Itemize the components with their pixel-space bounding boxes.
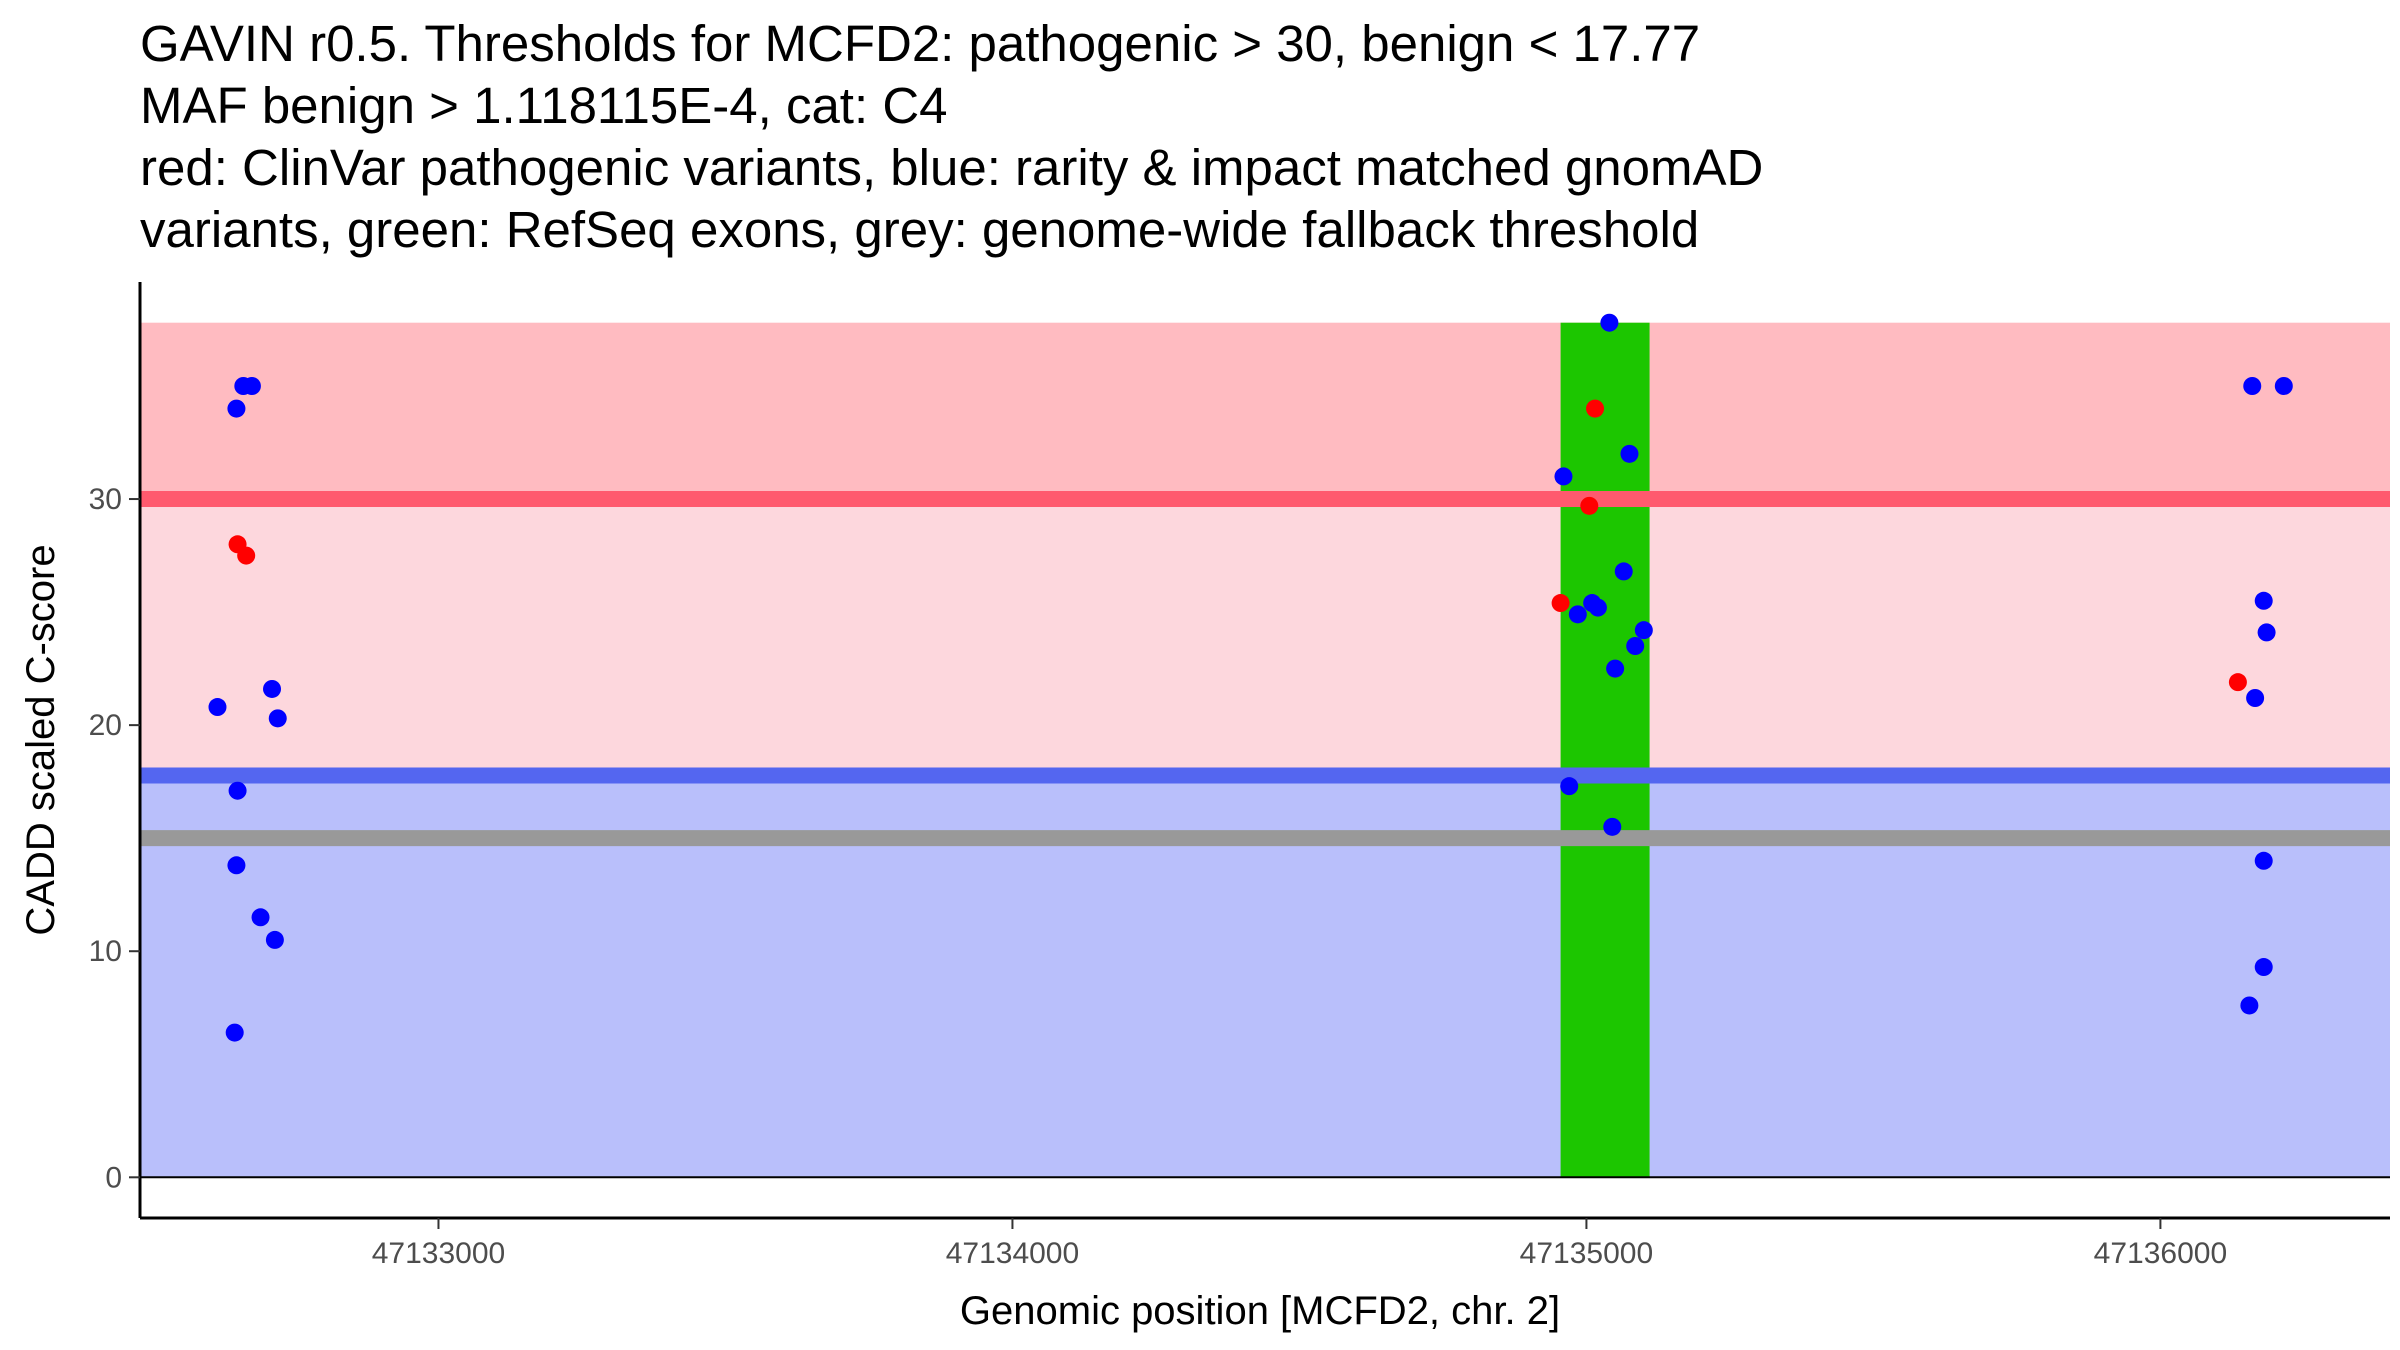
threshold-zones: [141, 322, 2390, 1178]
chart-title-line-3: red: ClinVar pathogenic variants, blue: …: [140, 139, 1764, 196]
axes: 0 10 20 30 47133000 47134000 47135000 47136000: [89, 282, 2390, 1270]
pathogenic-point: [1551, 594, 1570, 613]
gnomad-point: [1568, 605, 1587, 624]
gnomad-point: [1600, 313, 1619, 332]
gnomad-point: [1560, 777, 1579, 796]
y-tick-label: 0: [105, 1161, 122, 1194]
pathogenic-point: [1580, 496, 1599, 515]
gnomad-point: [1626, 637, 1645, 655]
gnomad-point: [268, 709, 287, 728]
y-tick-label: 30: [89, 483, 122, 516]
x-tick-label: 47134000: [946, 1237, 1079, 1270]
gnomad-point: [242, 377, 261, 395]
pathogenic-point: [237, 546, 256, 565]
gnomad-point: [1606, 659, 1625, 678]
gnomad-point: [2246, 689, 2265, 707]
gnomad-point: [263, 679, 282, 698]
gnomad-point: [208, 698, 227, 717]
gnomad-point: [1620, 444, 1639, 463]
gnomad-point: [2254, 591, 2273, 610]
x-tick-label: 47135000: [1520, 1237, 1653, 1270]
gnomad-point: [2274, 377, 2293, 395]
gnomad-point: [225, 1023, 244, 1042]
y-axis-label: CADD scaled C-score: [19, 544, 63, 935]
gnomad-point: [2243, 377, 2262, 395]
chart-title-line-2: MAF benign > 1.118115E-4, cat: C4: [140, 77, 948, 134]
gnomad-point: [2257, 623, 2276, 642]
chart-title-line-1: GAVIN r0.5. Thresholds for MCFD2: pathog…: [140, 15, 1701, 72]
gnomad-point: [251, 908, 270, 927]
gnomad-point: [1554, 467, 1573, 486]
exon-band: [1560, 322, 1650, 1178]
gnomad-point: [228, 781, 247, 800]
gnomad-point: [1614, 562, 1633, 581]
threshold-lines: [141, 491, 2390, 1179]
gnomad-point: [265, 930, 284, 949]
gnomad-point: [227, 399, 246, 418]
exon-bands: [1560, 322, 1650, 1178]
pathogenic-point: [2228, 673, 2247, 692]
gnomad-point: [227, 856, 246, 875]
y-tick-label: 20: [89, 709, 122, 742]
pathogenic-point: [1586, 399, 1605, 418]
x-axis-label: Genomic position [MCFD2, chr. 2]: [960, 1289, 1560, 1333]
gnomad-point: [1634, 621, 1653, 640]
x-tick-label: 47136000: [2094, 1237, 2227, 1270]
data-points: [208, 313, 2293, 1042]
chart-title-line-4: variants, green: RefSeq exons, grey: gen…: [140, 201, 1700, 258]
pathogenic-high-zone: [141, 322, 2390, 500]
gnomad-point: [2240, 996, 2259, 1015]
y-tick-label: 10: [89, 935, 122, 968]
gnomad-point: [2254, 851, 2273, 870]
pathogenic-zone: [141, 499, 2390, 776]
gnomad-point: [2254, 958, 2273, 977]
x-tick-label: 47133000: [372, 1237, 505, 1270]
gnomad-point: [1603, 817, 1622, 836]
gnomad-point: [1588, 598, 1607, 617]
